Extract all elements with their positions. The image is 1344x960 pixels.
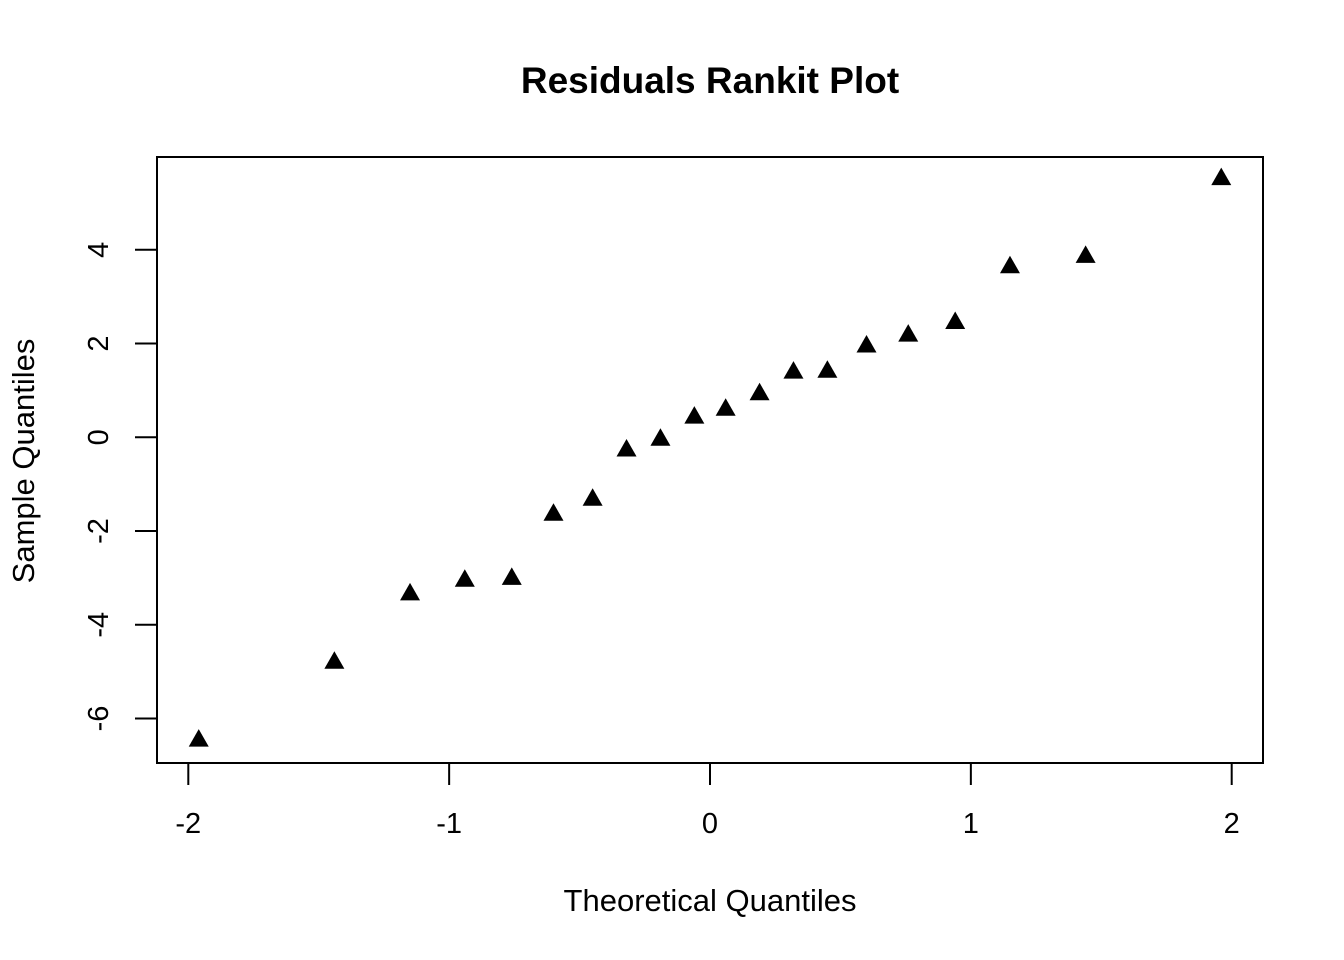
data-point [715,398,736,416]
plot-frame [156,156,1264,764]
data-point [945,311,966,330]
data-points [188,167,1232,747]
x-axis-label: Theoretical Quantiles [564,883,857,918]
data-point [684,406,705,424]
y-tick-label: -4 [83,612,115,638]
data-point [188,729,209,747]
data-point [454,569,475,587]
data-point [1211,167,1232,186]
data-point [1075,245,1096,263]
data-point [999,255,1020,274]
x-tick-label: 1 [963,808,979,840]
y-tick-label: -2 [83,518,115,544]
data-point [543,503,564,521]
x-tick-label: 2 [1224,808,1240,840]
y-tick-label: -6 [83,706,115,732]
data-point [501,567,522,585]
x-tick-label: -2 [175,808,201,840]
y-axis: -6 -4 -2 0 2 4 [83,242,158,732]
data-point [856,334,877,353]
data-point [582,488,603,506]
data-point [324,651,345,669]
data-point [898,324,919,342]
data-point [616,438,637,457]
x-tick-label: -1 [436,808,462,840]
x-axis: -2 -1 0 1 2 [175,762,1240,840]
chart-title: Residuals Rankit Plot [521,60,899,101]
data-point [783,361,804,379]
y-tick-label: 2 [83,335,115,351]
y-tick-label: 4 [83,242,115,258]
data-point [749,382,770,401]
data-point [817,360,838,378]
data-point [650,428,671,446]
x-tick-label: 0 [702,808,718,840]
y-axis-label: Sample Quantiles [6,339,41,584]
data-point [400,582,421,601]
y-tick-label: 0 [83,429,115,445]
